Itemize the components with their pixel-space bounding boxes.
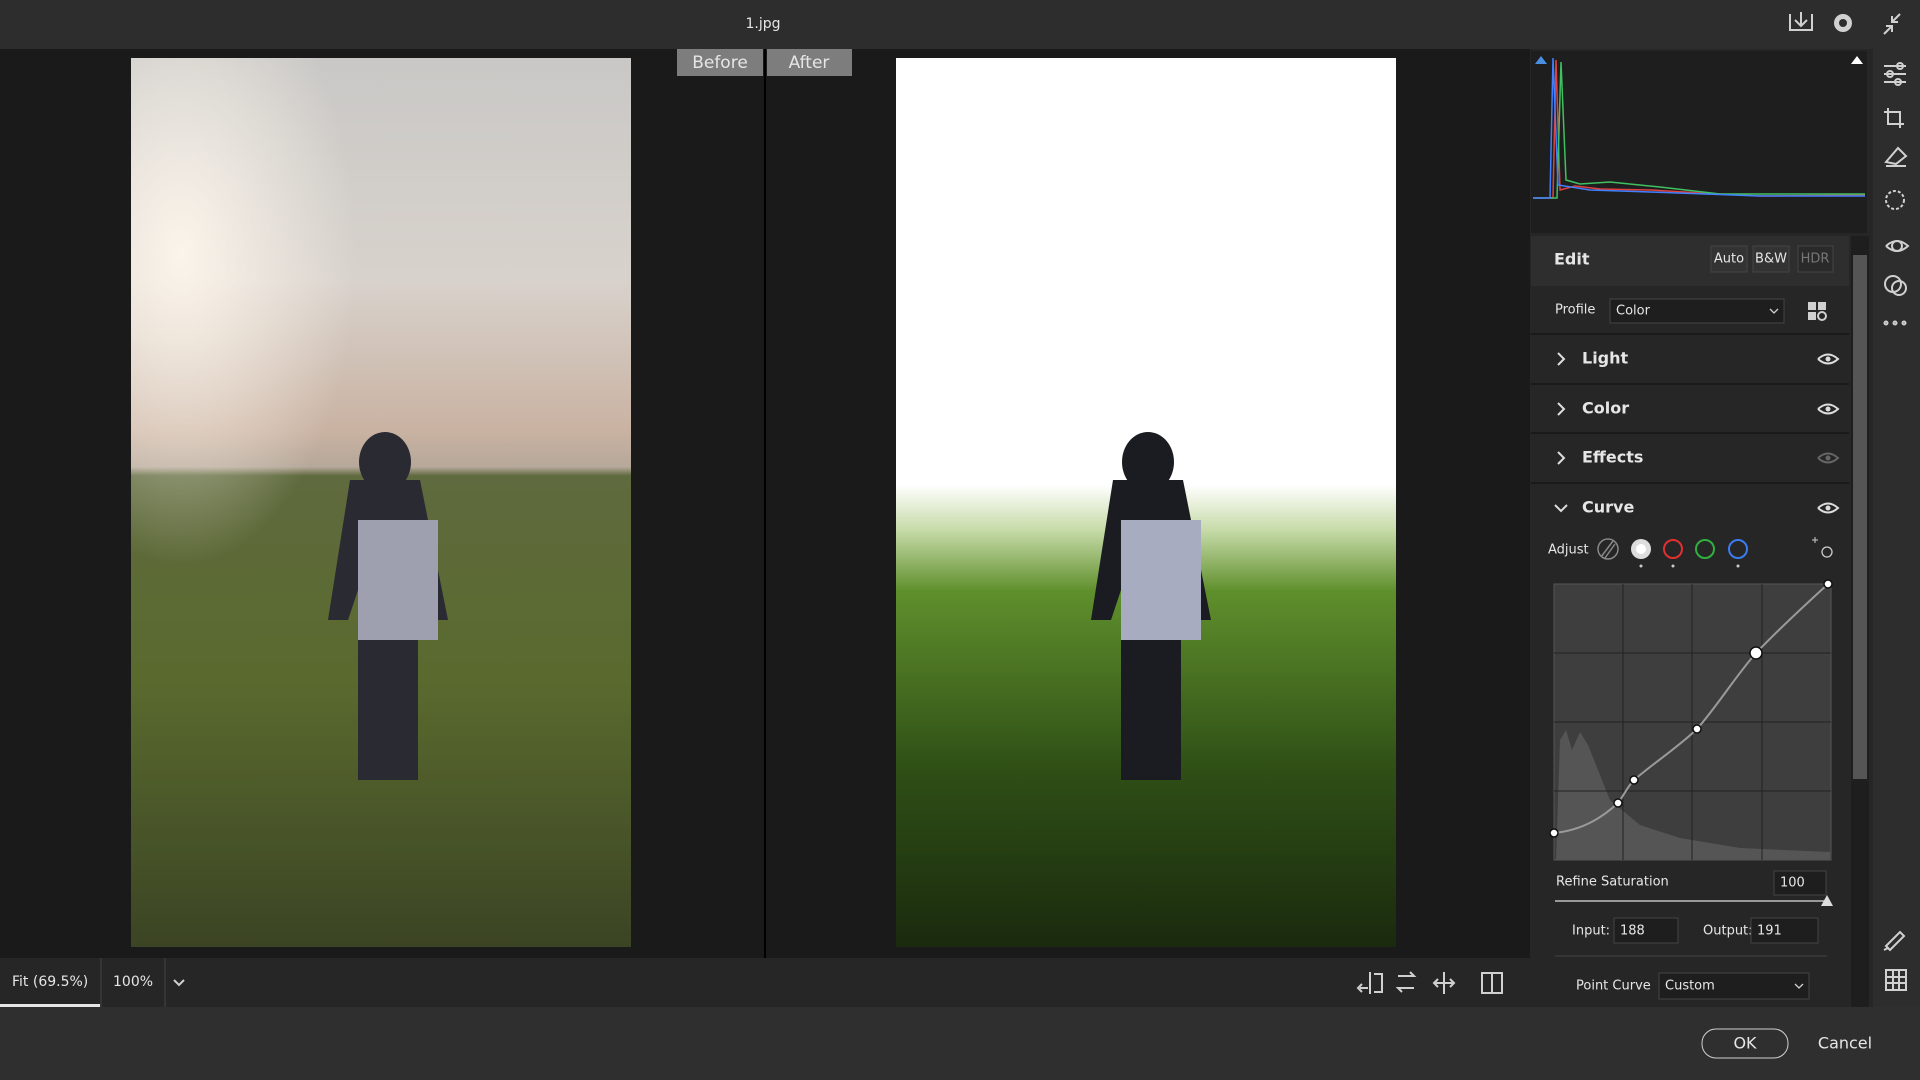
before-figure	[328, 432, 448, 780]
saturation-thumb[interactable]	[1821, 895, 1833, 906]
highlight-clip[interactable]	[1851, 56, 1863, 64]
visibility-eye[interactable]	[1817, 403, 1840, 415]
output-value: 191	[1757, 924, 1782, 939]
visibility-eye[interactable]	[1817, 452, 1840, 464]
ok-label: OK	[1733, 1034, 1757, 1053]
before-button[interactable]	[677, 49, 763, 76]
expand-chevron[interactable]	[1557, 402, 1566, 416]
ok-button[interactable]	[1701, 1028, 1789, 1059]
curve-histogram	[1556, 730, 1830, 860]
cancel-button[interactable]: Cancel	[1818, 1034, 1872, 1053]
refine-saturation-label: Refine Saturation	[1556, 875, 1669, 890]
hist-green	[1533, 61, 1865, 199]
curve-grid	[1554, 584, 1831, 860]
visibility-eye[interactable]	[1817, 353, 1840, 365]
point-curve-value: Custom	[1665, 979, 1715, 994]
refine-saturation-value: 100	[1780, 876, 1805, 891]
shadow-clip[interactable]	[1535, 56, 1547, 64]
visibility-pupil	[1825, 505, 1831, 511]
bw-label: B&W	[1755, 252, 1787, 267]
before-label: Before	[692, 53, 748, 73]
sections: Light Color Effects Curve	[1531, 333, 1849, 517]
refine-saturation-box[interactable]	[1773, 870, 1827, 896]
section-title[interactable]: Light	[1582, 349, 1629, 368]
expand-chevron[interactable]	[1557, 352, 1566, 366]
zoom-dropdown[interactable]	[173, 979, 185, 987]
curve-channels[interactable]	[1597, 537, 1833, 568]
expand-chevron[interactable]	[1554, 504, 1568, 513]
expand-chevron[interactable]	[1557, 451, 1566, 465]
settings-icon[interactable]	[1834, 14, 1852, 32]
curve-points[interactable]	[1549, 579, 1833, 838]
histogram	[1531, 51, 1867, 233]
file-name: 1.jpg	[745, 16, 780, 32]
after-figure	[1091, 432, 1211, 780]
adjust-label: Adjust	[1548, 543, 1589, 558]
auto-label: Auto	[1714, 252, 1744, 267]
zoom-bar	[0, 958, 1530, 1007]
point-curve-label: Point Curve	[1576, 979, 1651, 994]
section-title[interactable]: Color	[1582, 399, 1629, 418]
auto-button[interactable]	[1710, 245, 1748, 273]
edit-title: Edit	[1554, 250, 1590, 269]
profile-label: Profile	[1555, 303, 1595, 318]
point-curve-dropdown[interactable]	[1658, 972, 1810, 1000]
title-bar	[0, 0, 1920, 49]
visibility-eye[interactable]	[1817, 502, 1840, 514]
view-tools[interactable]	[1356, 971, 1503, 994]
hist-blue	[1533, 57, 1865, 199]
input-box[interactable]	[1613, 917, 1679, 944]
output-label: Output:	[1703, 924, 1753, 939]
bw-button[interactable]	[1752, 245, 1790, 273]
import-icon[interactable]	[1789, 12, 1813, 31]
after-label: After	[789, 53, 830, 73]
visibility-pupil	[1825, 455, 1831, 461]
tool-column	[1873, 49, 1920, 1007]
zoom-100[interactable]: 100%	[113, 974, 153, 990]
input-value: 188	[1620, 924, 1645, 939]
edit-header	[1531, 236, 1849, 286]
profile-value: Color	[1616, 304, 1651, 319]
dropdown-arrow	[1794, 983, 1804, 989]
section-title[interactable]: Curve	[1582, 498, 1634, 517]
output-box[interactable]	[1750, 917, 1819, 944]
dropdown-arrow	[1769, 308, 1779, 314]
section-title[interactable]: Effects	[1582, 448, 1643, 467]
zoom-fit[interactable]: Fit (69.5%)	[12, 974, 88, 990]
collapse-icon[interactable]	[1883, 13, 1901, 35]
visibility-pupil	[1825, 356, 1831, 362]
input-label: Input:	[1572, 924, 1610, 939]
visibility-pupil	[1825, 406, 1831, 412]
zoom-fit-underline	[0, 1004, 100, 1007]
hdr-button[interactable]	[1797, 245, 1834, 273]
tool-icons[interactable]	[1883, 62, 1910, 991]
profile-browser[interactable]	[1808, 302, 1827, 321]
scrollbar-thumb[interactable]	[1853, 255, 1867, 779]
footer	[0, 1007, 1920, 1080]
hdr-label: HDR	[1801, 252, 1830, 267]
after-button[interactable]	[767, 49, 852, 76]
profile-dropdown[interactable]	[1609, 298, 1785, 324]
